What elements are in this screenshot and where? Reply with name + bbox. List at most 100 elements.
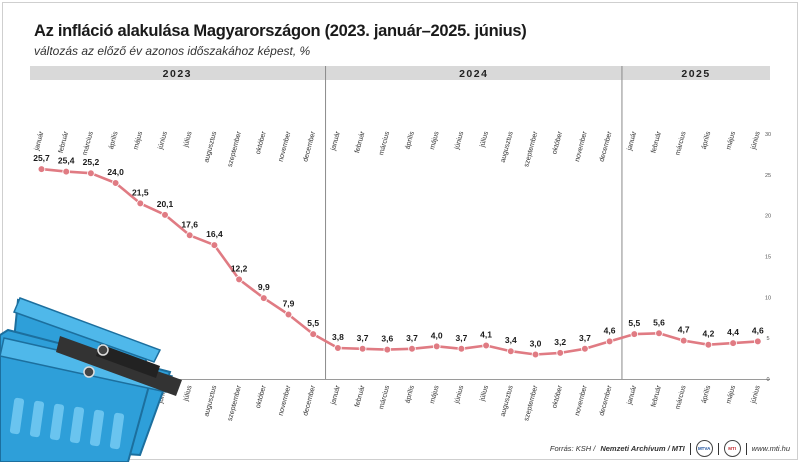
- data-point: [358, 344, 367, 353]
- data-point: [259, 294, 268, 302]
- data-label: 24,0: [107, 167, 124, 177]
- basket-shape: [9, 397, 25, 435]
- archive-text: Nemzeti Archívum / MTI: [600, 444, 685, 453]
- data-point: [185, 231, 194, 240]
- data-label: 5,5: [628, 318, 640, 328]
- basket-shape: [89, 409, 105, 447]
- data-point: [432, 342, 441, 351]
- y-tick-label: 30: [765, 132, 771, 138]
- data-label: 3,7: [406, 333, 418, 343]
- month-label-bottom: január: [330, 384, 342, 406]
- mti-logo-icon: MTI: [723, 440, 741, 457]
- month-label-bottom: szeptember: [523, 384, 539, 422]
- month-label-bottom: október: [551, 384, 564, 409]
- data-label: 3,2: [554, 337, 566, 347]
- data-label: 4,7: [678, 325, 690, 335]
- basket-shape: [97, 344, 109, 356]
- data-label: 3,6: [381, 334, 393, 344]
- data-point: [581, 344, 589, 353]
- data-point: [704, 340, 713, 349]
- basket-shape: [12, 297, 162, 363]
- month-label-top: december: [302, 130, 317, 163]
- data-label: 3,7: [455, 333, 467, 343]
- data-label: 17,6: [181, 219, 198, 229]
- month-label-top: február: [650, 130, 663, 154]
- y-tick-label: 20: [765, 214, 771, 220]
- data-label: 3,4: [505, 335, 517, 345]
- data-point: [309, 330, 318, 338]
- month-label-bottom: július: [479, 384, 490, 403]
- month-label-top: március: [378, 130, 391, 156]
- source-footer: Forrás: KSH / Nemzeti Archívum / MTI MTV…: [550, 440, 790, 457]
- month-label-top: február: [58, 130, 71, 154]
- month-label-top: január: [33, 130, 45, 152]
- data-label: 5,5: [307, 318, 319, 328]
- site-link[interactable]: www.mti.hu: [751, 444, 790, 453]
- month-label-top: február: [354, 130, 367, 154]
- basket-shape: [83, 366, 95, 378]
- data-point: [62, 167, 70, 176]
- data-label: 25,2: [83, 157, 100, 167]
- data-point: [210, 241, 219, 249]
- data-point: [506, 347, 515, 356]
- basket-shape: [49, 403, 65, 441]
- data-label: 5,6: [653, 317, 665, 327]
- month-label-top: július: [479, 130, 490, 149]
- month-label-top: július: [182, 130, 193, 149]
- month-label-top: április: [701, 130, 713, 150]
- data-label: 3,7: [357, 333, 369, 343]
- data-point: [531, 350, 540, 359]
- month-label-bottom: augusztus: [203, 384, 218, 417]
- month-label-top: május: [725, 130, 737, 150]
- data-point: [408, 344, 416, 353]
- data-point: [161, 211, 169, 219]
- month-label-top: augusztus: [203, 130, 218, 163]
- month-label-top: június: [750, 130, 762, 151]
- data-point: [136, 199, 145, 208]
- data-point: [334, 344, 342, 352]
- month-label-top: január: [626, 130, 638, 152]
- page-title: Az infláció alakulása Magyarországon (20…: [34, 22, 527, 40]
- data-point: [753, 337, 762, 346]
- month-label-bottom: augusztus: [500, 384, 515, 417]
- month-label-top: november: [278, 130, 293, 163]
- data-point: [457, 344, 466, 353]
- source-text: Forrás: KSH /: [549, 444, 596, 453]
- month-label-top: augusztus: [500, 130, 515, 163]
- month-label-bottom: december: [302, 384, 317, 417]
- basket-icon: [0, 297, 182, 462]
- data-point: [556, 349, 564, 357]
- data-label: 25,4: [58, 156, 75, 166]
- month-label-bottom: május: [429, 384, 441, 404]
- data-point: [87, 169, 95, 178]
- month-label-bottom: április: [701, 384, 713, 404]
- data-point: [284, 310, 293, 319]
- month-label-bottom: március: [378, 384, 391, 410]
- data-point: [37, 165, 46, 173]
- month-label-bottom: március: [675, 384, 688, 410]
- mtva-logo-icon: MTVA: [695, 440, 713, 457]
- year-label: 2025: [681, 68, 710, 80]
- data-label: 20,1: [157, 199, 174, 209]
- month-label-bottom: szeptember: [227, 384, 243, 422]
- month-label-top: március: [675, 130, 688, 156]
- basket-shape: [109, 412, 125, 450]
- month-label-bottom: április: [404, 384, 416, 404]
- data-point: [111, 179, 120, 187]
- month-label-top: november: [574, 130, 589, 163]
- page-subtitle: változás az előző év azonos időszakához …: [34, 44, 311, 58]
- month-label-top: szeptember: [523, 130, 539, 168]
- month-label-top: május: [133, 130, 145, 150]
- data-point: [235, 275, 243, 284]
- data-label: 4,2: [702, 329, 714, 339]
- footer-divider: [745, 442, 747, 455]
- data-label: 9,9: [258, 282, 270, 292]
- month-label-top: április: [404, 130, 416, 150]
- month-label-top: december: [599, 130, 614, 163]
- data-point: [655, 329, 663, 338]
- year-label: 2023: [163, 68, 192, 80]
- month-label-bottom: december: [599, 384, 614, 417]
- data-label: 4,1: [480, 330, 492, 340]
- data-point: [679, 336, 688, 345]
- data-point: [383, 345, 392, 354]
